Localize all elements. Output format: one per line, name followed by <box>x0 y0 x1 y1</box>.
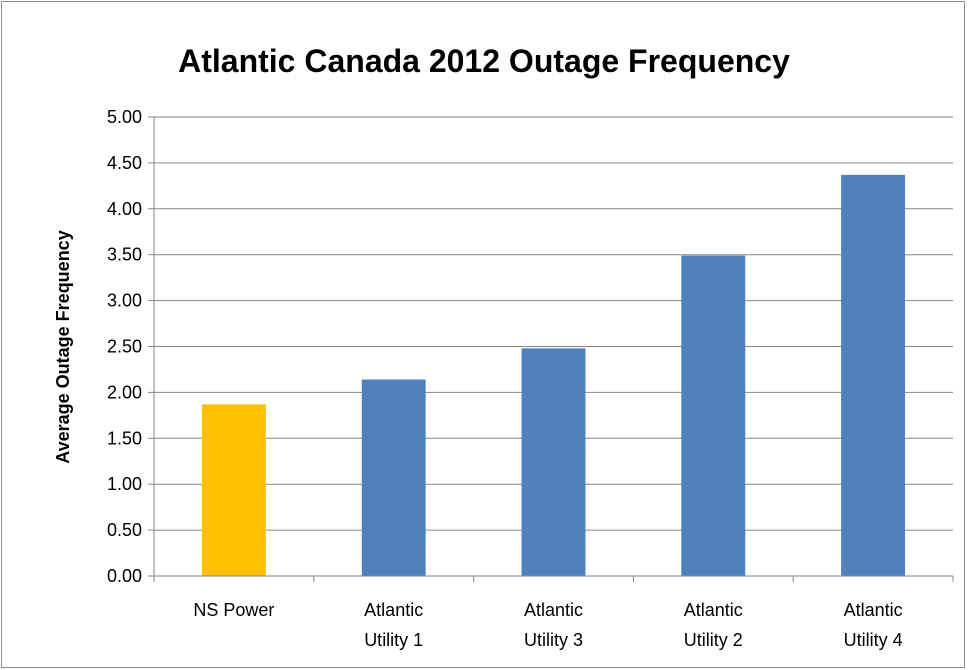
x-tick-label: Atlantic <box>524 600 583 620</box>
x-tick-label: Utility 2 <box>684 630 743 650</box>
x-tick-label: Atlantic <box>844 600 903 620</box>
y-tick-label: 2.50 <box>107 337 142 357</box>
bar <box>841 174 906 577</box>
y-tick-label: 5.00 <box>107 107 142 127</box>
x-tick-label: Atlantic <box>684 600 743 620</box>
bar <box>201 404 266 576</box>
bar <box>361 379 426 576</box>
y-tick-label: 3.00 <box>107 291 142 311</box>
y-tick-label: 4.00 <box>107 199 142 219</box>
bar <box>681 255 746 577</box>
axes <box>153 117 954 582</box>
bars <box>201 174 906 577</box>
y-tick-label: 4.50 <box>107 153 142 173</box>
bar <box>521 348 586 576</box>
y-tick-label: 3.50 <box>107 245 142 265</box>
x-tick-label: Utility 4 <box>844 630 903 650</box>
y-tick-label: 1.00 <box>107 474 142 494</box>
gridlines <box>148 116 953 577</box>
x-tick-label: Utility 3 <box>524 630 583 650</box>
x-tick-label: Utility 1 <box>364 630 423 650</box>
y-tick-labels: 0.00 0.50 1.00 1.50 2.00 2.50 3.00 3.50 4.00 4.50… <box>107 107 142 586</box>
y-tick-label: 0.50 <box>107 520 142 540</box>
y-tick-label: 1.50 <box>107 428 142 448</box>
y-axis-label: Average Outage Frequency <box>53 230 73 463</box>
x-tick-label: NS Power <box>193 600 274 620</box>
y-tick-label: 0.00 <box>107 566 142 586</box>
x-tick-labels: NS Power Atlantic Utility 1 Atlantic Utility… <box>193 600 902 650</box>
chart-title: Atlantic Canada 2012 Outage Frequency <box>178 43 790 79</box>
y-tick-label: 2.00 <box>107 382 142 402</box>
x-tick-label: Atlantic <box>364 600 423 620</box>
